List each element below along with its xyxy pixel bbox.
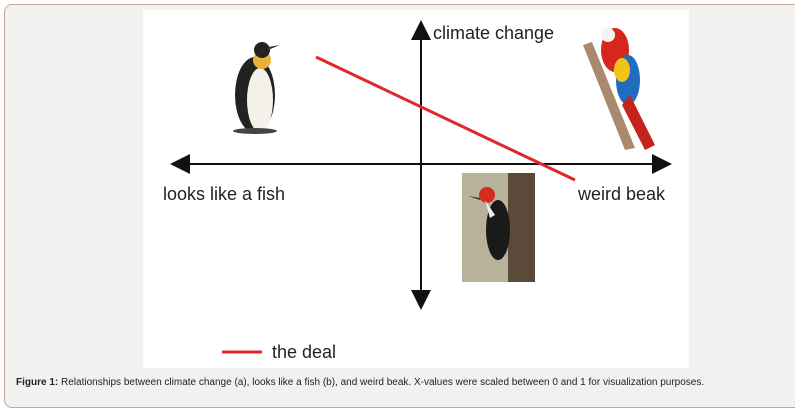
- page: {"figure": {"y_axis_label": "climate cha…: [0, 0, 795, 414]
- caption-text: Relationships between climate change (a)…: [61, 377, 704, 388]
- x-axis-left-label: looks like a fish: [163, 184, 285, 204]
- x-axis-right-label: weird beak: [577, 184, 666, 204]
- figure: climate change looks like a fish weird b…: [143, 10, 689, 368]
- caption-label: Figure 1:: [16, 377, 58, 388]
- legend-label: the deal: [272, 342, 336, 362]
- y-axis-label: climate change: [433, 23, 554, 43]
- woodpecker-image: [462, 173, 535, 282]
- caption: Figure 1: Relationships between climate …: [16, 376, 795, 389]
